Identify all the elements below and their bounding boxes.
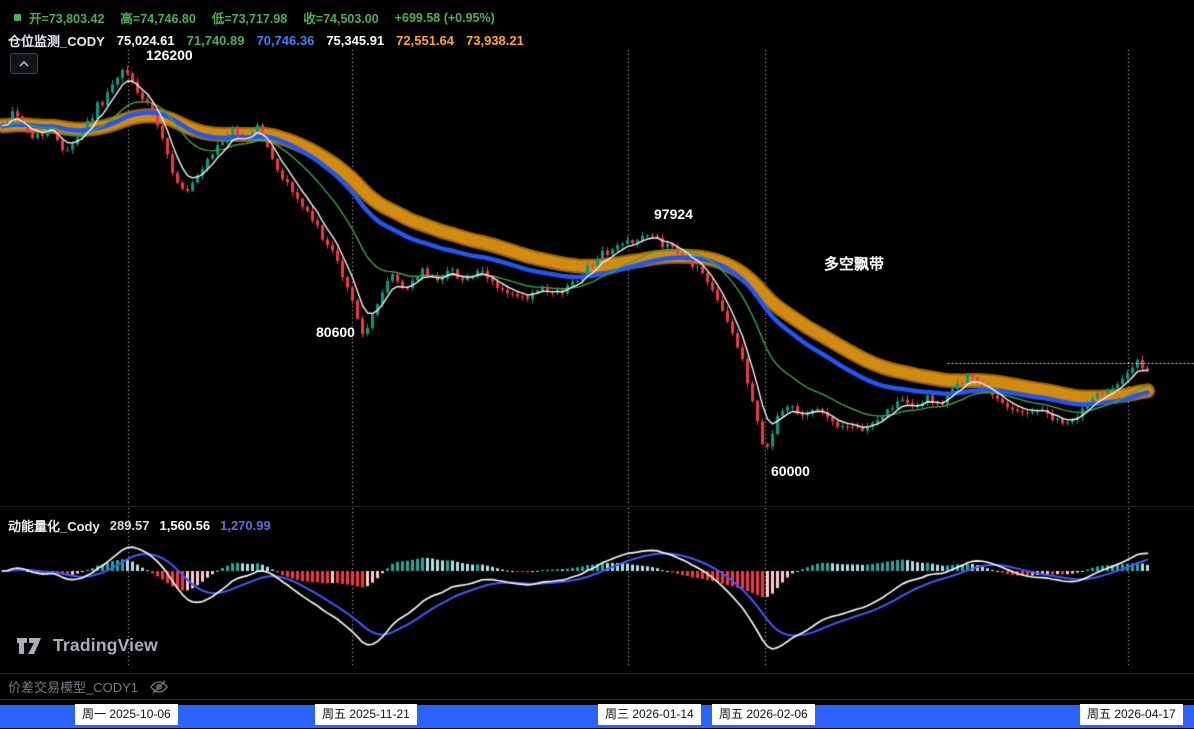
momentum-indicator-title[interactable]: 动能量化_Cody [8, 519, 100, 534]
eye-off-icon[interactable] [150, 680, 168, 694]
instrument-marker [14, 14, 21, 21]
indicator-value: 71,740.89 [186, 33, 245, 48]
price-annotation: 60000 [771, 463, 810, 479]
date-label-chip: 周五 2026-02-06 [712, 704, 815, 725]
date-label-chip: 周五 2025-11-21 [315, 704, 417, 725]
spread-model-title[interactable]: 价差交易模型_CODY1 [8, 680, 139, 695]
time-axis-highlight[interactable] [0, 705, 1194, 728]
panel-divider [0, 506, 1194, 507]
ohlc-low: 低=73,717.98 [211, 12, 288, 26]
price-annotation: 97924 [654, 206, 693, 222]
ribbon-annotation: 多空飘带 [824, 256, 885, 273]
tradingview-logo-icon [17, 637, 41, 654]
ohlc-high: 高=74,746.80 [120, 12, 196, 26]
indicator-value: 73,938.21 [466, 33, 524, 48]
momentum-value: 289.57 [109, 518, 150, 533]
ohlc-open: 开=73,803.42 [29, 12, 105, 26]
price-annotation: 80600 [316, 324, 355, 340]
spread-model-row: 价差交易模型_CODY1 [0, 673, 1194, 700]
collapse-panel-button[interactable] [10, 53, 38, 74]
date-label-chip: 周五 2026-04-17 [1080, 704, 1183, 725]
price-chart-canvas[interactable] [0, 0, 1194, 507]
chevron-up-icon [19, 60, 29, 67]
ohlc-row: 开=73,803.42 高=74,746.80 低=73,717.98 收=74… [14, 8, 495, 27]
indicator-value: 70,746.36 [256, 33, 315, 48]
indicator-value: 75,345.91 [326, 33, 385, 48]
indicator-value: 72,551.64 [396, 33, 455, 48]
date-label-chip: 周一 2025-10-06 [75, 704, 178, 725]
indicator-value: 75,024.61 [116, 33, 175, 48]
ohlc-change: +699.58 (+0.95%) [394, 10, 495, 25]
momentum-chart-canvas[interactable] [0, 508, 1194, 673]
indicator-title[interactable]: 仓位监测_CODY [8, 34, 105, 49]
price-annotation: 126200 [146, 47, 193, 63]
momentum-value: 1,270.99 [220, 518, 271, 533]
momentum-header-row: 动能量化_Cody 289.57 1,560.56 1,270.99 [8, 516, 271, 535]
time-axis: 周一 2025-10-06 周五 2025-11-21 周三 2026-01-1… [0, 700, 1194, 729]
indicator-header-row: 仓位监测_CODY 75,024.61 71,740.89 70,746.36 … [8, 31, 524, 50]
tradingview-logo-text: TradingView [53, 635, 158, 655]
momentum-value: 1,560.56 [159, 518, 211, 533]
tradingview-logo[interactable]: TradingView [16, 635, 158, 656]
ohlc-close: 收=74,503.00 [303, 12, 379, 26]
date-label-chip: 周三 2026-01-14 [598, 704, 701, 725]
